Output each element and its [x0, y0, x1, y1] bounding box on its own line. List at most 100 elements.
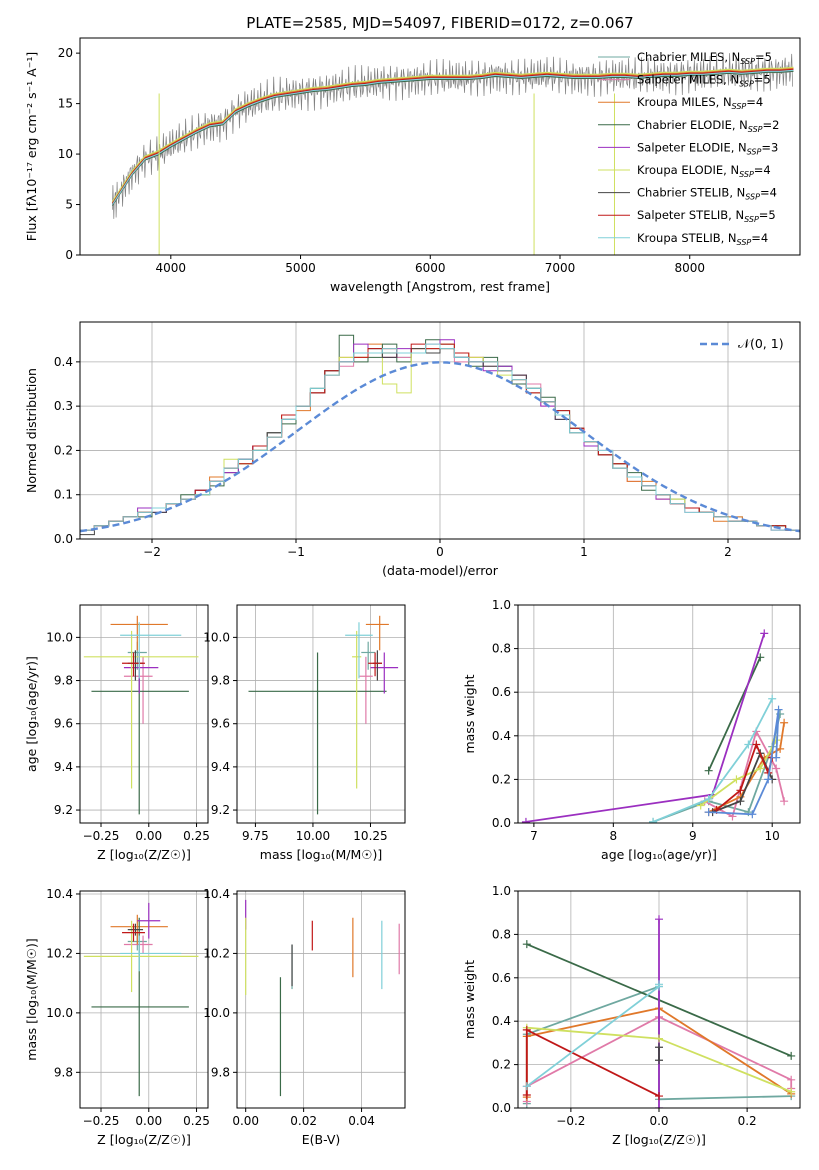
legend-label: Chabrier STELIB, NSSP=4 [637, 186, 777, 202]
series-line-1 [111, 68, 794, 204]
legend-label: Salpeter ELODIE, NSSP=3 [637, 140, 778, 156]
weight-marker [522, 1090, 531, 1099]
y-tick-label: 0.2 [54, 443, 73, 457]
y-axis-label: Flux [fλ10⁻¹⁷ erg cm⁻² s⁻¹ A⁻¹] [24, 52, 39, 241]
y-tick-label: 5 [65, 198, 73, 212]
weight-marker [787, 1075, 796, 1084]
y-tick-label: 10 [58, 147, 73, 161]
axes-frame [79, 321, 801, 540]
y-tick-label: 0.4 [54, 355, 73, 369]
x-tick-label: 9 [689, 829, 697, 843]
weight-marker [655, 1104, 663, 1108]
weight-marker [736, 786, 745, 795]
axes-frame [236, 890, 406, 1109]
y-axis-label: mass [log₁₀(M/M☉)] [24, 938, 39, 1060]
x-axis-label: mass [log₁₀(M/M☉)] [260, 847, 382, 862]
y-tick-label: 0.6 [492, 971, 511, 985]
axes-frame [517, 890, 801, 1109]
weight-marker [522, 940, 531, 949]
legend-label: Kroupa STELIB, NSSP=4 [637, 231, 768, 247]
y-tick-label: 1.0 [492, 884, 511, 898]
y-tick-label: 0.6 [492, 685, 511, 699]
legend-label: Chabrier ELODIE, NSSP=2 [637, 118, 779, 134]
plot-area [248, 615, 399, 815]
weight-marker [704, 766, 713, 775]
x-tick-label: 0.04 [348, 1114, 375, 1128]
x-tick-label: 0.02 [290, 1114, 317, 1128]
panel-weight_vs_Z: −0.2 0.0 0.2 0.0 0.2 0.4 0.6 0.8 1.0 Z [log₁₀(Z/Z… [462, 884, 801, 1147]
y-tick-label: 0.0 [54, 532, 73, 546]
weight-marker [704, 795, 713, 804]
plot-area [521, 629, 789, 823]
series-line-8 [111, 69, 794, 205]
panel-age_vs_mass: 9.75 10.00 10.25 9.2 9.4 9.6 9.8 10.0 mass [log₁… [203, 604, 406, 862]
weight-marker [744, 740, 753, 749]
plot-area [83, 615, 199, 815]
weight-line-3 [707, 656, 762, 772]
y-tick-label: 9.4 [211, 760, 230, 774]
weight-marker [752, 740, 761, 749]
weight-marker [787, 1087, 796, 1096]
y-tick-label: 9.2 [54, 803, 73, 817]
x-tick-label: 10 [765, 829, 780, 843]
y-tick-label: 0.8 [492, 642, 511, 656]
x-axis-label: Z [log₁₀(Z/Z☉)] [612, 1132, 706, 1147]
x-tick-label: 6000 [415, 261, 446, 275]
panel-weight_vs_age: 7 8 9 10 0.0 0.2 0.4 0.6 0.8 1.0 age [log₁₀(age/yr… [462, 598, 801, 862]
weight-marker [756, 653, 765, 662]
x-tick-label: 10.25 [353, 829, 387, 843]
x-axis-label: (data-model)/error [382, 563, 499, 578]
weight-marker [768, 694, 777, 703]
y-tick-label: 9.6 [54, 717, 73, 731]
weight-marker [787, 1051, 796, 1060]
weight-marker [764, 775, 773, 784]
panel-spectrum: 4000 5000 6000 7000 8000 0 5 10 15 20 wavelength [… [24, 37, 801, 294]
weight-marker [780, 718, 789, 727]
x-axis-label: E(B-V) [302, 1132, 341, 1147]
y-tick-label: 10.0 [46, 1006, 73, 1020]
x-tick-label: 8000 [674, 261, 705, 275]
x-axis-label: wavelength [Angstrom, rest frame] [330, 279, 550, 294]
y-tick-label: 9.2 [211, 803, 230, 817]
weight-line-7 [525, 1028, 660, 1097]
y-axis-label: age [log₁₀(age/yr)] [24, 656, 39, 772]
axes-frame [517, 604, 801, 824]
y-tick-label: 0.0 [492, 1101, 511, 1115]
x-tick-label: 10.00 [296, 829, 330, 843]
figure-title: PLATE=2585, MJD=54097, FIBERID=0172, z=0… [246, 14, 633, 32]
y-tick-label: 0.2 [492, 1058, 511, 1072]
x-tick-label: −1 [287, 545, 305, 559]
plot-area [80, 334, 800, 539]
legend-label: Kroupa ELODIE, NSSP=4 [637, 163, 771, 179]
weight-line-5 [700, 739, 777, 807]
axes-frame [79, 890, 209, 1109]
x-tick-label: 0.2 [738, 1114, 757, 1128]
x-tick-label: 2 [724, 545, 732, 559]
weight-marker [780, 797, 789, 806]
x-tick-label: −0.25 [83, 829, 120, 843]
plot-area [245, 899, 400, 1097]
legend-label: Chabrier MILES, NSSP=5 [637, 50, 772, 66]
weight-marker [760, 629, 769, 638]
weight-marker [655, 980, 663, 989]
y-tick-label: 1.0 [492, 598, 511, 612]
x-tick-label: 9.75 [242, 829, 269, 843]
panel-mass_vs_ebv: 0.00 0.02 0.04 9.8 10.0 10.2 10.4 E(B-V) [203, 887, 406, 1147]
weight-line-8 [652, 698, 773, 823]
y-tick-label: 10.4 [203, 887, 230, 901]
y-tick-label: 0.4 [492, 1014, 511, 1028]
x-tick-label: −2 [143, 545, 161, 559]
plot-area [522, 915, 796, 1108]
x-tick-label: 0.00 [135, 829, 162, 843]
y-tick-label: 15 [58, 97, 73, 111]
x-tick-label: −0.2 [556, 1114, 585, 1128]
x-tick-label: −0.25 [83, 1114, 120, 1128]
x-tick-label: 0.00 [135, 1114, 162, 1128]
weight-marker [655, 1056, 663, 1065]
x-tick-label: 0 [436, 545, 444, 559]
y-tick-label: 10.2 [203, 946, 230, 960]
y-tick-label: 9.4 [54, 760, 73, 774]
axes-frame [79, 604, 209, 824]
y-tick-label: 9.8 [54, 1065, 73, 1079]
